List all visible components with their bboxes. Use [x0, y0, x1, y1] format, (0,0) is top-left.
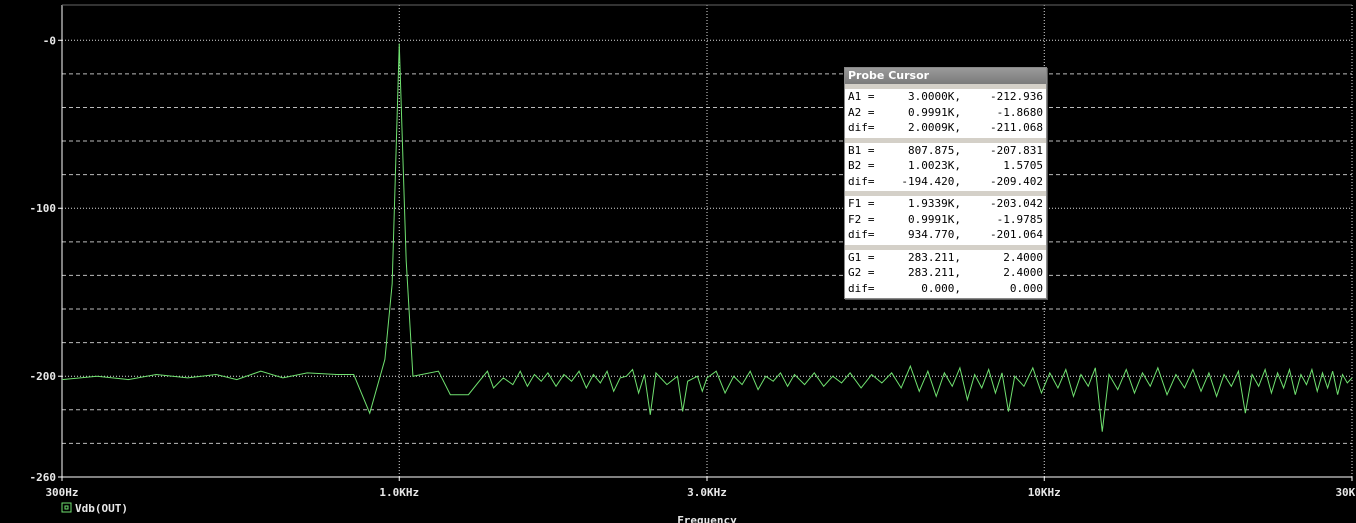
- cursor-row: G2 = 283.211, 2.4000: [845, 266, 1046, 282]
- cursor-group: G1 = 283.211, 2.4000 G2 = 283.211, 2.4000 dif=…: [845, 244, 1046, 299]
- cursor-name: B2 =: [848, 159, 875, 172]
- x-axis-label: Frequency: [677, 514, 737, 523]
- cursor-x: 283.211,: [908, 250, 961, 264]
- cursor-name: dif=: [848, 281, 875, 295]
- cursor-row: G1 = 283.211, 2.4000: [845, 251, 1046, 267]
- cursor-name: dif=: [848, 174, 875, 188]
- window-title: Probe Cursor: [845, 68, 1046, 84]
- x-tick-label: 10KHz: [1028, 486, 1061, 499]
- cursor-x: 0.9991K,: [908, 212, 961, 226]
- cursor-name: A1 =: [848, 90, 875, 103]
- cursor-name: G1 =: [848, 250, 875, 264]
- cursor-row: A1 = 3.0000K, -212.936: [845, 90, 1046, 106]
- cursor-y: -1.9785: [996, 212, 1043, 226]
- cursor-y: -203.042: [990, 197, 1043, 210]
- cursor-x: 3.0000K,: [908, 90, 961, 103]
- cursor-row: dif= 2.0009K, -211.068: [845, 121, 1046, 137]
- cursor-row: B2 = 1.0023K, 1.5705: [845, 159, 1046, 175]
- cursor-y: 0.000: [1009, 281, 1043, 295]
- cursor-row: dif= 0.000, 0.000: [845, 282, 1046, 298]
- cursor-y: -209.402: [990, 174, 1043, 188]
- cursor-row: F1 = 1.9339K, -203.042: [845, 197, 1046, 213]
- cursor-x: -194.420,: [901, 174, 961, 188]
- cursor-x: 1.9339K,: [908, 197, 961, 210]
- cursor-row: dif= 934.770, -201.064: [845, 228, 1046, 244]
- cursor-y: 1.5705: [1003, 159, 1043, 172]
- cursor-name: dif=: [848, 121, 875, 134]
- cursor-x: 2.0009K,: [908, 121, 961, 134]
- cursor-row: dif= -194.420, -209.402: [845, 175, 1046, 191]
- cursor-group: F1 = 1.9339K, -203.042 F2 = 0.9991K, -1.9785 d…: [845, 191, 1046, 245]
- x-tick-label: 3.0KHz: [687, 486, 727, 499]
- y-tick-label: -0: [43, 34, 56, 47]
- cursor-x: 283.211,: [908, 266, 961, 279]
- data-line: [61, 43, 1353, 432]
- cursor-x: 0.000,: [921, 281, 961, 295]
- x-tick-label: 1.0KHz: [379, 486, 419, 499]
- cursor-name: B1 =: [848, 143, 875, 157]
- x-tick-label: 300Hz: [45, 486, 78, 499]
- cursor-y: 2.4000: [1003, 266, 1043, 279]
- y-tick-label: -200: [30, 370, 57, 383]
- cursor-group: B1 = 807.875, -207.831 B2 = 1.0023K, 1.5705 di…: [845, 137, 1046, 192]
- legend-label: Vdb(OUT): [75, 502, 128, 515]
- cursor-name: F2 =: [848, 212, 875, 226]
- cursor-x: 0.9991K,: [908, 105, 961, 119]
- cursor-y: 2.4000: [1003, 250, 1043, 264]
- cursor-row: F2 = 0.9991K, -1.9785: [845, 213, 1046, 229]
- cursor-x: 1.0023K,: [908, 159, 961, 172]
- y-tick-label: -100: [30, 202, 57, 215]
- cursor-y: -201.064: [990, 228, 1043, 241]
- y-tick-label: -260: [30, 471, 57, 484]
- cursor-name: A2 =: [848, 105, 875, 119]
- cursor-x: 807.875,: [908, 143, 961, 157]
- cursor-name: G2 =: [848, 266, 875, 279]
- cursor-y: -207.831: [990, 143, 1043, 157]
- legend-swatch-dot: [64, 505, 69, 510]
- cursor-group: A1 = 3.0000K, -212.936 A2 = 0.9991K, -1.8680 d…: [845, 84, 1046, 138]
- cursor-name: dif=: [848, 228, 875, 241]
- legend-swatch: [61, 502, 72, 513]
- x-tick-label: 30KHz: [1335, 486, 1356, 499]
- probe-cursor-window[interactable]: Probe Cursor A1 = 3.0000K, -212.936 A2 = 0.9…: [844, 67, 1047, 299]
- cursor-row: A2 = 0.9991K, -1.8680: [845, 106, 1046, 122]
- cursor-y: -212.936: [990, 90, 1043, 103]
- cursor-name: F1 =: [848, 197, 875, 210]
- cursor-y: -1.8680: [996, 105, 1043, 119]
- cursor-x: 934.770,: [908, 228, 961, 241]
- cursor-row: B1 = 807.875, -207.831: [845, 144, 1046, 160]
- cursor-y: -211.068: [990, 121, 1043, 134]
